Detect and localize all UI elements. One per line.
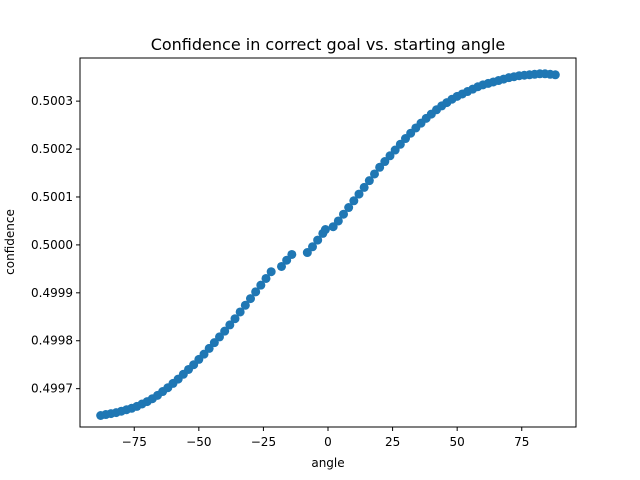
data-point [225,320,235,330]
data-point [261,273,271,283]
data-point [364,176,374,186]
data-point [251,287,261,297]
data-point [209,338,219,348]
data-point [277,261,286,271]
data-point [287,249,297,259]
x-axis-label: angle [311,456,344,470]
data-point [354,189,364,199]
y-tick-label: 0.5003 [31,94,73,108]
data-point [550,70,560,80]
data-point [266,267,276,277]
y-tick-label: 0.5000 [31,238,73,252]
data-point [390,145,400,155]
data-point [246,294,255,304]
data-point [256,280,266,290]
x-tick-label: −50 [186,435,211,449]
data-points [96,69,560,420]
x-axis-ticks: −75 −50 −25 0 25 50 75 [122,427,529,449]
chart-title: Confidence in correct goal vs. starting … [151,35,506,54]
data-point [344,203,354,213]
x-tick-label: −75 [122,435,147,449]
x-tick-label: 75 [514,435,529,449]
data-point [333,216,343,226]
data-point [240,300,250,310]
data-point [380,157,390,167]
y-tick-label: 0.5001 [31,190,73,204]
y-axis-label: confidence [3,209,17,275]
data-point [375,162,385,172]
y-tick-label: 0.4998 [31,334,73,348]
data-point [339,209,348,219]
data-point [302,248,312,258]
data-point [370,169,379,179]
data-point [308,242,317,252]
x-tick-label: 50 [450,435,465,449]
data-point [199,349,209,359]
data-point [359,182,369,192]
data-point [385,151,395,161]
data-point [220,326,230,336]
data-point [215,332,224,342]
data-point [313,235,323,245]
data-point [235,307,245,317]
y-tick-label: 0.4997 [31,382,73,396]
data-point [230,314,240,324]
data-point [282,255,292,265]
data-point [320,225,330,235]
x-tick-label: −25 [251,435,276,449]
y-tick-label: 0.4999 [31,286,73,300]
x-tick-label: 25 [385,435,400,449]
data-point [328,222,338,232]
data-point [395,139,405,149]
y-axis-ticks: 0.4997 0.4998 0.4999 0.5000 0.5001 0.5002 0.50… [31,94,80,396]
data-point [204,343,214,353]
x-tick-label: 0 [324,435,332,449]
data-point [349,196,359,206]
y-tick-label: 0.5002 [31,142,73,156]
